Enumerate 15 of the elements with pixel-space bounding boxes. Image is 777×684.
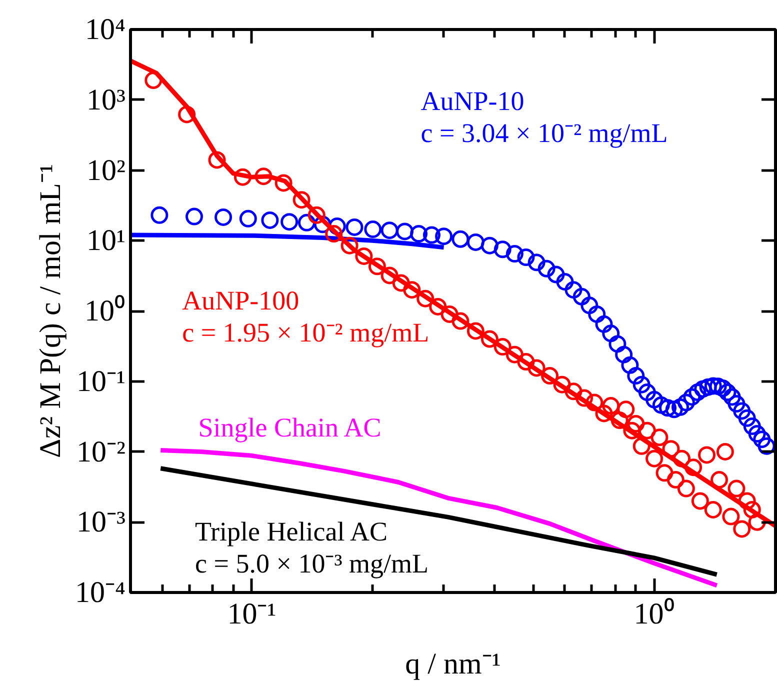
series-label: Triple Helical AC c = 5.0 × 10⁻³ mg/mL <box>195 516 429 578</box>
series-label: Single Chain AC <box>198 412 382 442</box>
y-tick-label: 10¹ <box>86 224 126 258</box>
series-label: AuNP-100 c = 1.95 × 10⁻² mg/mL <box>182 286 430 348</box>
y-tick-label: 10⁰ <box>84 294 126 328</box>
y-tick-label: 10⁴ <box>85 13 126 46</box>
y-tick-label: 10⁻² <box>76 435 126 468</box>
y-tick-label: 10² <box>86 154 126 187</box>
x-axis-title: q / nm⁻¹ <box>405 648 501 680</box>
y-axis-title: Δz² M P(q) c / mol mL⁻¹ <box>34 164 68 458</box>
y-tick-label: 10⁻³ <box>76 506 126 539</box>
text: AuNP-10 c = 3.04 × 10⁻² mg/mL <box>420 86 668 148</box>
y-tick-label: 10⁻⁴ <box>75 576 126 609</box>
y-tick-label: 10³ <box>86 83 126 116</box>
y-tick-label: 10⁻¹ <box>76 364 126 398</box>
